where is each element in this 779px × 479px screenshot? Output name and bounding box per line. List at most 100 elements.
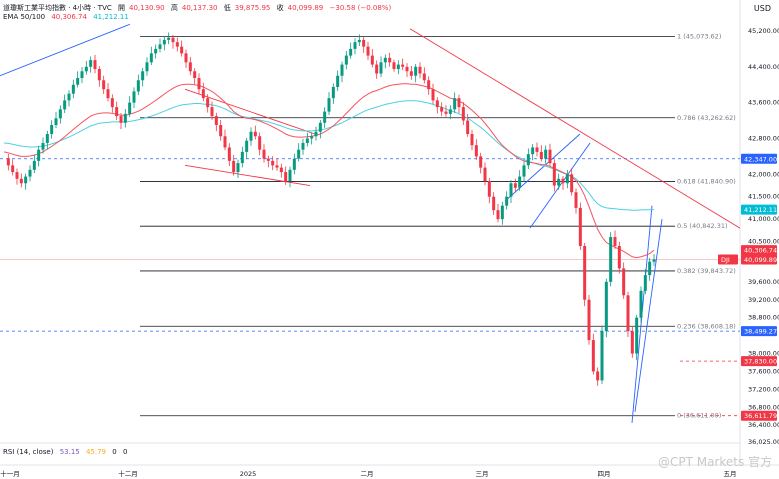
candle	[379, 62, 383, 74]
candle	[214, 116, 218, 126]
price-tag: 40,099.89	[744, 256, 777, 264]
candle	[630, 331, 634, 354]
candle	[591, 340, 595, 372]
y-tick-label: 45,200.00	[748, 27, 779, 35]
fib-label: 0.618 (41,840.90)	[677, 177, 736, 185]
candle	[24, 176, 28, 184]
candle	[487, 181, 491, 197]
candle	[466, 120, 470, 134]
candle	[431, 89, 435, 101]
trend-line	[184, 88, 316, 135]
candle	[89, 60, 93, 67]
y-tick-label: 37,200.00	[748, 385, 779, 393]
close-label: 收	[276, 4, 284, 12]
change-value: −30.58 (−0.08%)	[329, 4, 392, 12]
candle	[401, 64, 405, 67]
candle	[110, 98, 114, 108]
candle	[301, 142, 305, 150]
candle	[41, 142, 45, 150]
candle	[388, 57, 392, 63]
symbol-title[interactable]: 道瓊斯工業平均指數 · 4小時 · TVC	[3, 4, 112, 12]
y-tick-label: 42,000.00	[748, 170, 779, 178]
candle	[578, 207, 582, 246]
candle	[223, 136, 227, 148]
level-tag-bg	[741, 326, 777, 337]
candle	[6, 158, 10, 166]
candle	[50, 125, 54, 134]
candle	[353, 42, 357, 49]
candle	[240, 151, 244, 164]
candle	[28, 169, 32, 177]
candle	[232, 160, 236, 173]
price-tag: 41,212.11	[744, 206, 777, 214]
candle	[531, 147, 535, 155]
y-tick-label: 38,800.00	[748, 314, 779, 322]
y-tick-label: 42,800.00	[748, 134, 779, 142]
candle	[557, 178, 561, 186]
candle	[327, 98, 331, 112]
ema50-line	[3, 83, 655, 259]
currency-label: USD	[753, 4, 771, 13]
candle	[119, 116, 123, 123]
candle	[479, 156, 483, 168]
y-tick-label: 36,400.00	[748, 421, 779, 429]
candle	[539, 151, 543, 159]
candle	[513, 183, 517, 188]
trend-line	[0, 23, 131, 77]
ema100-line	[3, 100, 655, 211]
candle	[552, 163, 556, 186]
candle	[275, 165, 279, 168]
candle	[422, 73, 426, 81]
ema-header[interactable]: EMA 50/100 40,306.74 41,212.11	[3, 13, 133, 21]
candle	[154, 48, 158, 54]
open-value: 40,130.90	[129, 4, 165, 12]
rsi-value-4: 0	[122, 448, 128, 456]
candle	[639, 290, 643, 318]
rsi-header[interactable]: RSI (14, close) 53.15 45.79 0 0	[3, 448, 131, 456]
candle	[574, 192, 578, 208]
candle	[600, 331, 604, 381]
level-tag: 38,499.27	[744, 328, 777, 336]
x-tick-label: 二月	[361, 470, 374, 478]
candle	[236, 163, 240, 173]
price-tag: 40,306.74	[744, 247, 777, 255]
candle	[227, 147, 231, 161]
y-tick-label: 39,600.00	[748, 278, 779, 286]
close-value: 40,099.89	[287, 4, 324, 12]
rsi-value-1: 53.15	[59, 448, 80, 456]
candle	[409, 71, 413, 76]
candle	[149, 53, 153, 63]
candle	[331, 86, 335, 99]
candle	[71, 84, 75, 94]
ema-label: EMA 50/100	[3, 13, 46, 21]
symbol-tag-bg	[718, 254, 738, 265]
fib-label: 0.786 (43,262.62)	[677, 114, 736, 122]
candle	[522, 165, 526, 177]
fib-label: 1 (45,073.62)	[677, 33, 721, 41]
candle	[461, 107, 465, 121]
candle	[210, 107, 214, 117]
rsi-label: RSI (14, close)	[3, 448, 54, 456]
candle	[93, 60, 97, 70]
y-tick-label: 44,400.00	[748, 63, 779, 71]
candle	[175, 42, 179, 47]
candle	[310, 136, 314, 139]
candle	[136, 80, 140, 92]
low-value: 39,875.95	[234, 4, 271, 12]
candle	[193, 71, 197, 78]
candle	[32, 160, 36, 170]
candle	[245, 140, 249, 152]
candle	[362, 39, 366, 47]
candle	[583, 246, 587, 300]
candle	[184, 53, 188, 63]
candle	[141, 71, 145, 81]
candle	[171, 37, 175, 43]
candle	[54, 118, 58, 126]
x-tick-label: 四月	[598, 470, 611, 478]
candle	[63, 100, 67, 110]
high-label: 高	[170, 4, 178, 12]
candle	[132, 91, 136, 103]
fib-label: 0.382 (39,843.72)	[677, 267, 736, 275]
